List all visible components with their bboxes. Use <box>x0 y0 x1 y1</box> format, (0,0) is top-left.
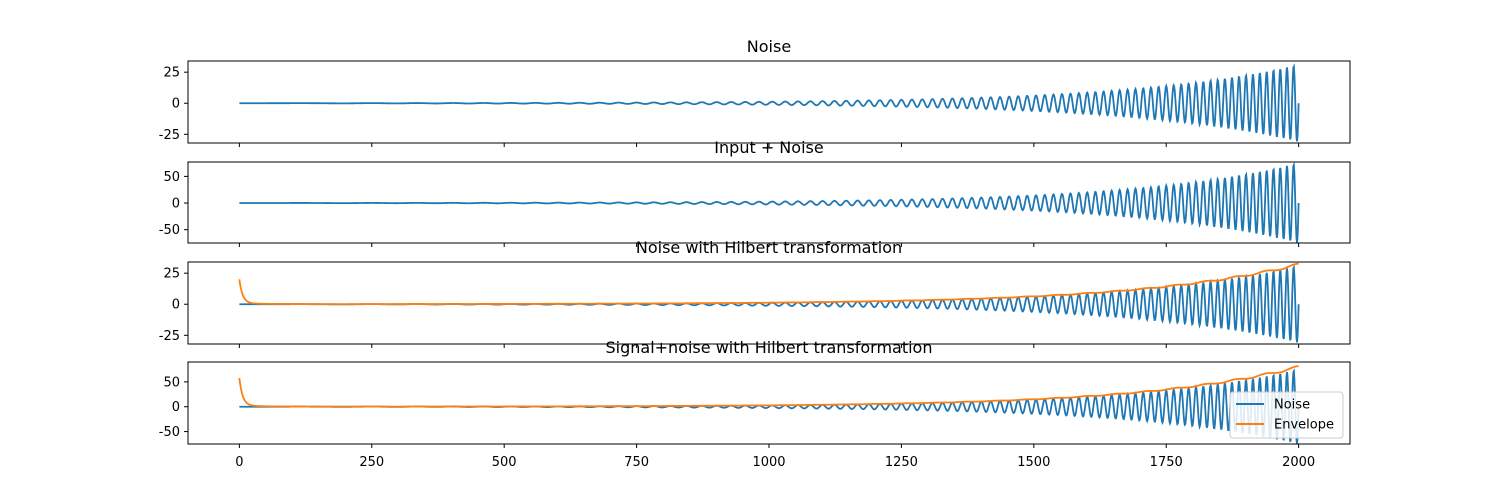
y-tick-label: -50 <box>159 223 180 238</box>
subplot-2: 50 0 -50 Input + Noise <box>159 138 1351 247</box>
y-tick-label: -25 <box>159 128 180 143</box>
x-tick-label: 250 <box>359 455 384 470</box>
subplot-title: Signal+noise with Hilbert transformation <box>606 338 933 357</box>
x-tick-label: 1000 <box>752 455 785 470</box>
series-line-envelope <box>238 262 1299 306</box>
x-tick-label: 2000 <box>1282 455 1315 470</box>
legend-entry-label: Envelope <box>1274 418 1334 433</box>
subplot-title: Noise with Hilbert transformation <box>636 238 902 257</box>
x-tick-label: 1250 <box>885 455 918 470</box>
y-tick-label: -25 <box>159 329 180 344</box>
subplot-1: 25 0 -25 Noise <box>159 37 1351 147</box>
series-line-signal <box>239 162 1300 243</box>
subplot-title: Noise <box>747 37 791 56</box>
subplot-title: Input + Noise <box>714 138 823 157</box>
x-tick-label: 1500 <box>1017 455 1050 470</box>
y-tick-label: 0 <box>172 400 180 415</box>
subplot-4: 500-500 250 500 750 1000 1250 1500 1750 2000Sign… <box>159 338 1351 470</box>
y-tick-label: 0 <box>172 298 180 313</box>
series-line-envelope <box>238 365 1299 408</box>
series-line-signal <box>239 63 1300 142</box>
y-tick-label: 50 <box>163 375 180 390</box>
subplot-3: 25 0 -25 Noise with Hilbert transformation <box>159 238 1351 348</box>
x-tick-label: 1750 <box>1150 455 1183 470</box>
y-tick-label: -50 <box>159 425 180 440</box>
legend-entry-label: Noise <box>1274 398 1310 413</box>
y-tick-label: 25 <box>163 66 180 81</box>
y-tick-label: 25 <box>163 267 180 282</box>
y-tick-label: 50 <box>163 170 180 185</box>
x-tick-label: 0 <box>235 455 243 470</box>
y-tick-label: 0 <box>172 97 180 112</box>
y-tick-label: 0 <box>172 197 180 212</box>
legend: Noise Envelope <box>1229 391 1344 439</box>
x-tick-label: 500 <box>492 455 517 470</box>
x-tick-label: 750 <box>624 455 649 470</box>
